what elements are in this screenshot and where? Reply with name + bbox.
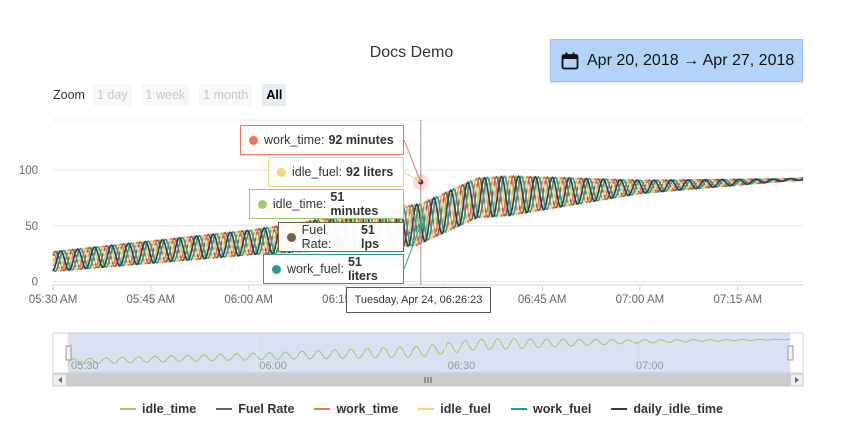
tooltip-dot — [258, 199, 267, 209]
tooltip-connector — [403, 224, 422, 270]
tooltip-dot — [272, 264, 281, 274]
tooltip-work_time: work_time: 92 minutes — [240, 125, 404, 155]
tooltip-label: work_fuel: — [286, 262, 344, 276]
zoom-button-1-month[interactable]: 1 month — [199, 84, 253, 106]
legend-swatch — [216, 408, 233, 410]
legend-label: work_fuel — [533, 402, 592, 416]
navigator-tick-label: 06:00 — [259, 360, 287, 372]
legend-label: daily_idle_time — [633, 402, 723, 416]
tooltip-connector — [403, 224, 422, 238]
tooltip-dot — [249, 135, 258, 145]
x-tick-label: 07:00 AM — [616, 294, 665, 306]
x-tick-label: 06:45 AM — [518, 294, 567, 306]
navigator-tick-label: 05:30 — [71, 360, 99, 372]
zoom-label: Zoom — [53, 88, 85, 102]
tooltip-value: 92 liters — [346, 165, 394, 179]
x-tooltip: Tuesday, Apr 24, 06:26:23 — [346, 287, 491, 313]
tooltip-label: idle_fuel: — [292, 165, 343, 179]
y-tick-label: 0 — [32, 277, 38, 289]
tooltip-fuel-rate: Fuel Rate: 51 lps — [278, 222, 404, 252]
legend-item-work_fuel[interactable]: work_fuel — [511, 402, 591, 416]
legend-item-fuel-rate[interactable]: Fuel Rate — [216, 402, 294, 416]
legend-swatch — [611, 408, 628, 410]
tooltip-label: idle_time: — [272, 197, 327, 211]
date-range-label: Apr 20, 2018 → Apr 27, 2018 — [587, 51, 795, 69]
series-line-work_fuel — [52, 175, 804, 273]
series-line-daily_idle_time — [52, 175, 804, 272]
tooltip-work_fuel: work_fuel: 51 liters — [263, 254, 404, 284]
legend-label: idle_time — [142, 402, 197, 416]
legend-swatch — [511, 408, 528, 410]
crosshair — [403, 120, 429, 285]
legend-item-idle_fuel[interactable]: idle_fuel — [418, 402, 491, 416]
calendar-icon — [561, 52, 579, 69]
tooltip-label: work_time: — [264, 133, 325, 147]
tooltip-idle_fuel: idle_fuel: 92 liters — [268, 157, 404, 187]
zoom-button-1-week[interactable]: 1 week — [141, 84, 190, 106]
x-tick-label: 06:00 AM — [224, 294, 273, 306]
zoom-button-1-day[interactable]: 1 day — [92, 84, 132, 106]
y-tick-label: 50 — [25, 221, 38, 233]
legend-label: work_time — [336, 402, 399, 416]
navigator-handle — [787, 345, 794, 361]
legend: idle_time Fuel Rate work_time idle_fuel work… — [0, 402, 843, 416]
tooltip-value: 51 liters — [347, 255, 378, 283]
navigator-handle — [65, 345, 72, 361]
zoom-selector: Zoom 1 day 1 week 1 month All — [53, 84, 296, 106]
y-tick-label: 100 — [19, 165, 38, 177]
y-axis: 0 50 100 — [19, 165, 38, 288]
legend-label: idle_fuel — [440, 402, 492, 416]
chart-title: Docs Demo — [369, 44, 454, 61]
navigator-tick-label: 06:30 — [448, 360, 476, 372]
tooltip-dot — [277, 167, 286, 177]
tooltip-value: 51 minutes — [330, 190, 379, 218]
scroll-left-icon — [58, 377, 62, 383]
plot-series — [52, 175, 804, 273]
legend-item-idle_time[interactable]: idle_time — [120, 402, 196, 416]
x-tick-label: 05:45 AM — [127, 294, 176, 306]
tooltip-connector — [403, 171, 422, 183]
tooltip-value: 51 lps — [360, 223, 380, 251]
legend-swatch — [418, 408, 435, 410]
scroll-right-icon — [795, 377, 799, 383]
tooltip-idle_time: idle_time: 51 minutes — [249, 189, 404, 219]
navigator-mask — [68, 333, 790, 373]
navigator-series — [67, 338, 791, 365]
legend-swatch — [120, 408, 136, 410]
zoom-button-all[interactable]: All — [262, 84, 287, 106]
legend-label: Fuel Rate — [238, 402, 295, 416]
legend-item-daily_idle_time[interactable]: daily_idle_time — [611, 402, 723, 416]
tooltip-connector — [403, 139, 422, 183]
tooltip-connector — [403, 203, 422, 226]
tooltip-label: Fuel Rate: — [301, 223, 332, 251]
x-tick-label: 07:15 AM — [713, 294, 762, 306]
tooltip-value: 92 minutes — [328, 133, 394, 147]
x-tick-label: 05:30 AM — [29, 294, 78, 306]
legend-item-work_time[interactable]: work_time — [314, 402, 398, 416]
date-range-picker[interactable]: Apr 20, 2018 → Apr 27, 2018 — [550, 39, 803, 82]
tooltip-dot — [287, 232, 296, 242]
navigator[interactable]: 05:30 06:00 06:30 07:00 — [52, 332, 804, 387]
legend-swatch — [314, 408, 331, 410]
navigator-tick-label: 07:00 — [636, 360, 664, 372]
